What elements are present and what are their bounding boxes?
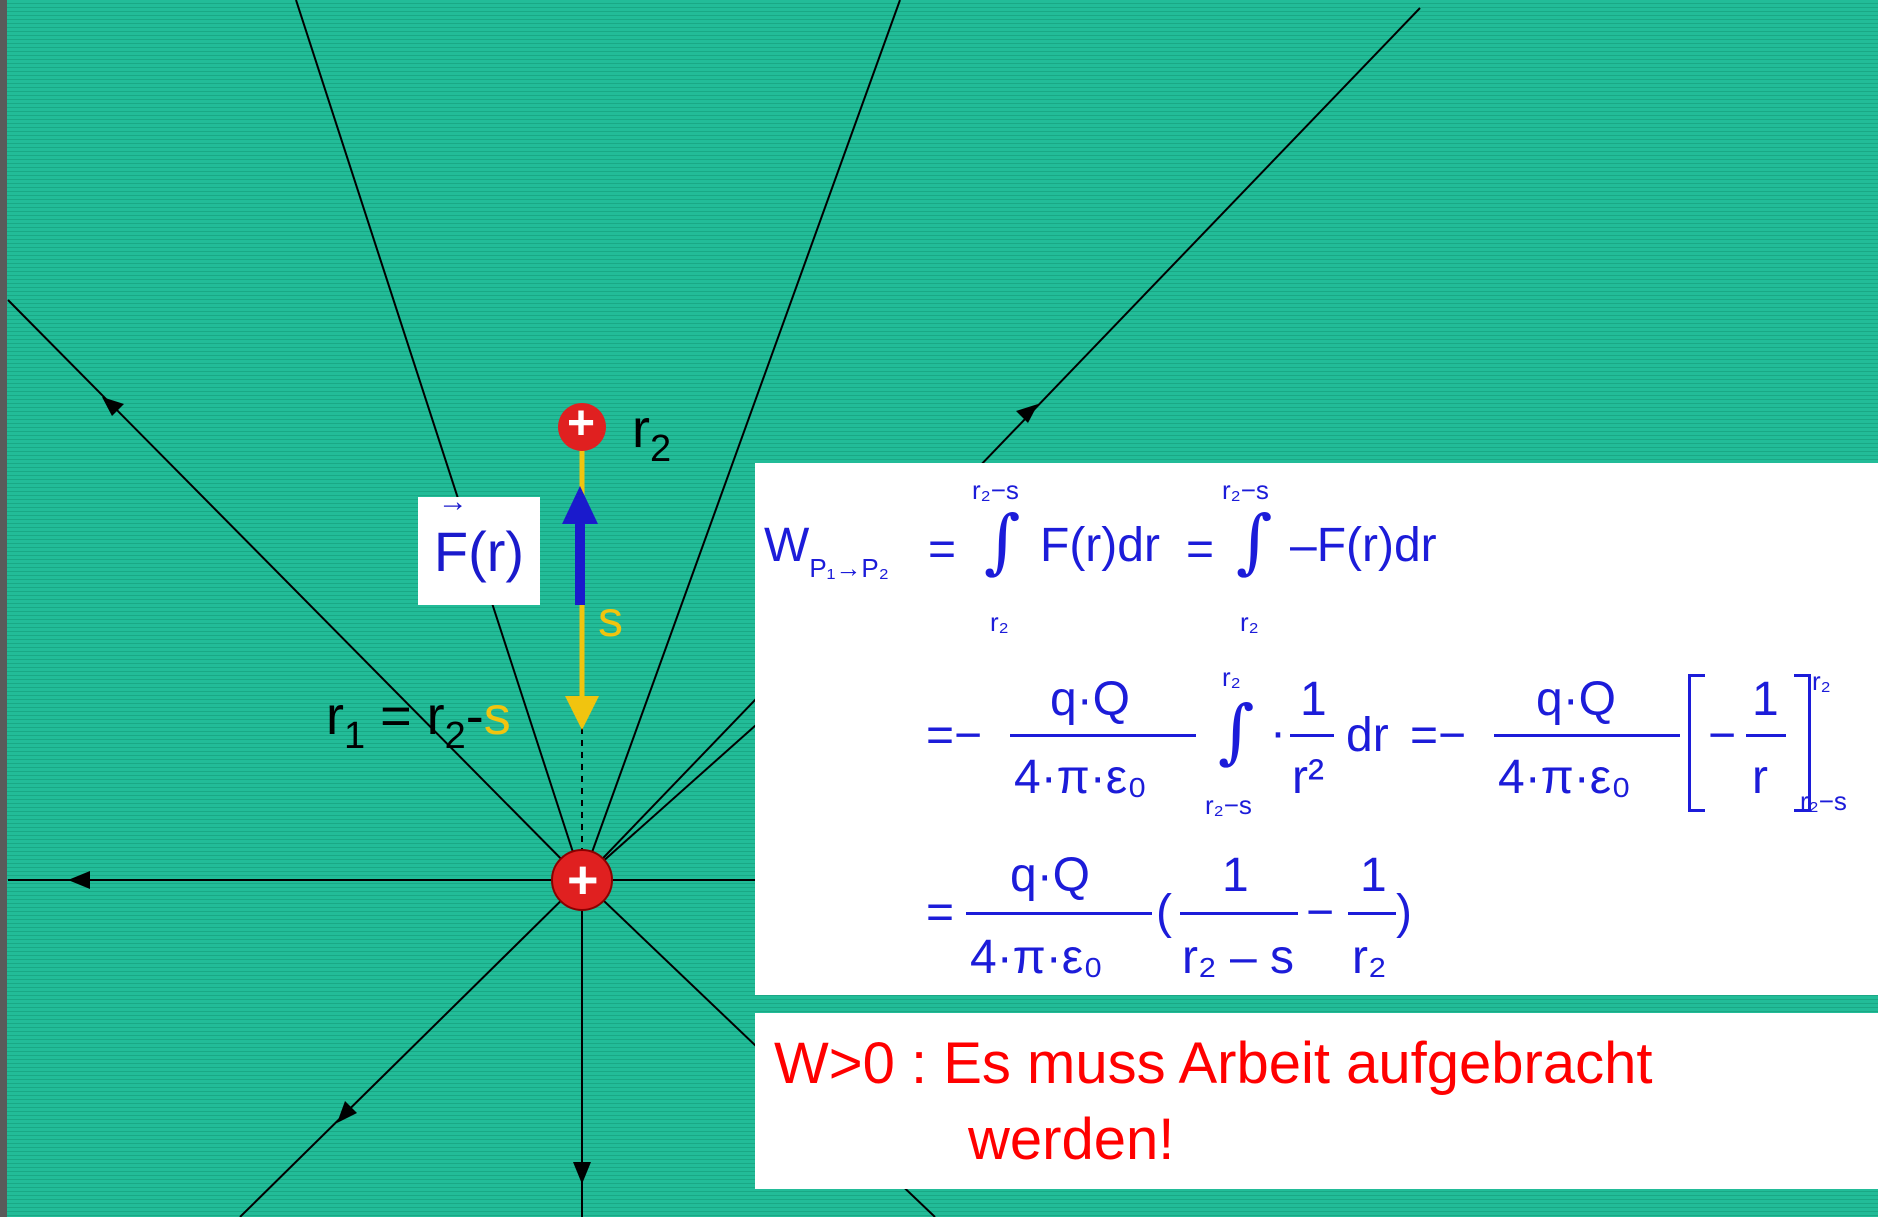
eq-line3-f2-den: r₂ xyxy=(1352,931,1387,984)
eq-line1-equals1: = xyxy=(928,523,957,576)
force-label-box: F(r) xyxy=(418,485,540,605)
int2-body: –F(r)dr xyxy=(1290,519,1437,572)
int1-lower-limit: r₂ xyxy=(990,607,1009,637)
int3-upper-limit: r₂ xyxy=(1222,662,1241,692)
eq-line2-dot: · xyxy=(1270,706,1286,759)
eq-line1-W: WP₁→P₂ xyxy=(764,518,889,584)
eq-line2-den2: 4·π·ε₀ xyxy=(1498,751,1632,804)
displacement-arrowhead xyxy=(565,696,599,730)
eq-line3-f2-num: 1 xyxy=(1360,849,1387,902)
r2-sub: 2 xyxy=(649,428,672,470)
eq-line2-equals: =− xyxy=(1410,709,1467,762)
eq-line3-close-paren: ) xyxy=(1396,886,1412,939)
work-subscript: P₁→P₂ xyxy=(809,553,889,583)
eq-line3-f2-bar xyxy=(1348,912,1396,915)
eq-line2-frac-bar2 xyxy=(1494,734,1680,737)
statement-line2: werden! xyxy=(968,1107,1175,1172)
r1-r2-sub: 2 xyxy=(444,715,466,757)
eq-line3-frac-bar xyxy=(966,912,1152,915)
r1-label: r1 = r2-s xyxy=(326,685,511,758)
eq-line2-num: q·Q xyxy=(1050,673,1131,726)
eq-line3-lead: = xyxy=(926,886,955,939)
left-bracket xyxy=(1688,674,1705,812)
field-line-up-right-steep xyxy=(581,0,901,881)
source-charge-sign: + xyxy=(567,850,599,910)
eq-line2-den: 4·π·ε₀ xyxy=(1014,751,1148,804)
r1-sub: 1 xyxy=(343,715,366,757)
int1-upper-limit: r₂−s xyxy=(972,475,1019,505)
eq-line3-f1-bar xyxy=(1180,912,1298,915)
arrowhead-left xyxy=(68,871,90,889)
int1-body: F(r)dr xyxy=(1040,519,1160,572)
bracket-frac-bar xyxy=(1746,734,1786,737)
work-symbol: W xyxy=(764,519,810,572)
field-line-up-right xyxy=(581,7,1421,881)
eq-line2-frac-den: r² xyxy=(1292,751,1324,804)
eq-line3-f1-den: r₂ – s xyxy=(1182,931,1294,984)
arrowhead-up-right xyxy=(1016,404,1038,423)
eq-line2-frac-bar xyxy=(1010,734,1196,737)
r2-base: r xyxy=(632,399,650,459)
eq-line2-lead: =− xyxy=(926,709,983,762)
eq-line3-num: q·Q xyxy=(1010,849,1091,902)
arrowhead-down-left xyxy=(337,1101,357,1123)
r1-base: r xyxy=(326,686,344,746)
arrowhead-up-left xyxy=(102,397,124,416)
eq-line2-small-frac-bar xyxy=(1290,734,1334,737)
int3-lower-limit: r₂−s xyxy=(1205,790,1252,820)
field-line-right-up xyxy=(581,724,757,881)
eq-line1-equals2: = xyxy=(1186,523,1215,576)
arrowhead-down xyxy=(573,1162,591,1184)
field-arrowheads xyxy=(68,397,1038,1184)
bracket-frac-den: r xyxy=(1752,751,1768,804)
eq-line3-f1-num: 1 xyxy=(1222,849,1249,902)
r1-minus: - xyxy=(465,686,484,746)
eq-line2-num2: q·Q xyxy=(1536,673,1617,726)
int2-upper-limit: r₂−s xyxy=(1222,475,1269,505)
field-lines xyxy=(7,0,1421,1217)
bracket-lower-limit: r₂−s xyxy=(1800,786,1847,816)
left-edge-bar xyxy=(0,0,7,1217)
bracket-frac-num: 1 xyxy=(1752,673,1779,726)
statement-line1: W>0 : Es muss Arbeit aufgebracht xyxy=(774,1031,1653,1096)
eq-line2-frac-num: 1 xyxy=(1300,673,1327,726)
eq-line3-minus: − xyxy=(1306,886,1335,939)
test-charge xyxy=(558,403,606,451)
r1-equals-r: = r xyxy=(365,686,445,746)
source-charge xyxy=(551,849,613,911)
int1-sign: ∫ xyxy=(984,500,1021,582)
field-line-up-left xyxy=(7,299,583,881)
int2-lower-limit: r₂ xyxy=(1240,607,1259,637)
right-bracket xyxy=(1794,674,1811,812)
eq-line3-open-paren: ( xyxy=(1156,886,1172,939)
r1-s: s xyxy=(483,686,511,746)
eq-line2-dr: dr xyxy=(1346,709,1389,762)
s-label: s xyxy=(598,591,623,647)
test-charge-sign: + xyxy=(567,397,596,450)
r2-label: r2 xyxy=(632,398,671,471)
eq-line3-den: 4·π·ε₀ xyxy=(970,931,1104,984)
force-arrowhead xyxy=(562,486,598,524)
bracket-minus: − xyxy=(1708,709,1737,762)
int3-sign: ∫ xyxy=(1218,690,1255,772)
statement-panel xyxy=(755,1013,1878,1189)
int2-sign: ∫ xyxy=(1236,500,1273,582)
force-label: F(r) xyxy=(434,485,524,584)
field-line-up-left-steep xyxy=(295,0,583,881)
field-line-down-left xyxy=(239,879,583,1217)
bracket-upper-limit: r₂ xyxy=(1812,666,1831,696)
